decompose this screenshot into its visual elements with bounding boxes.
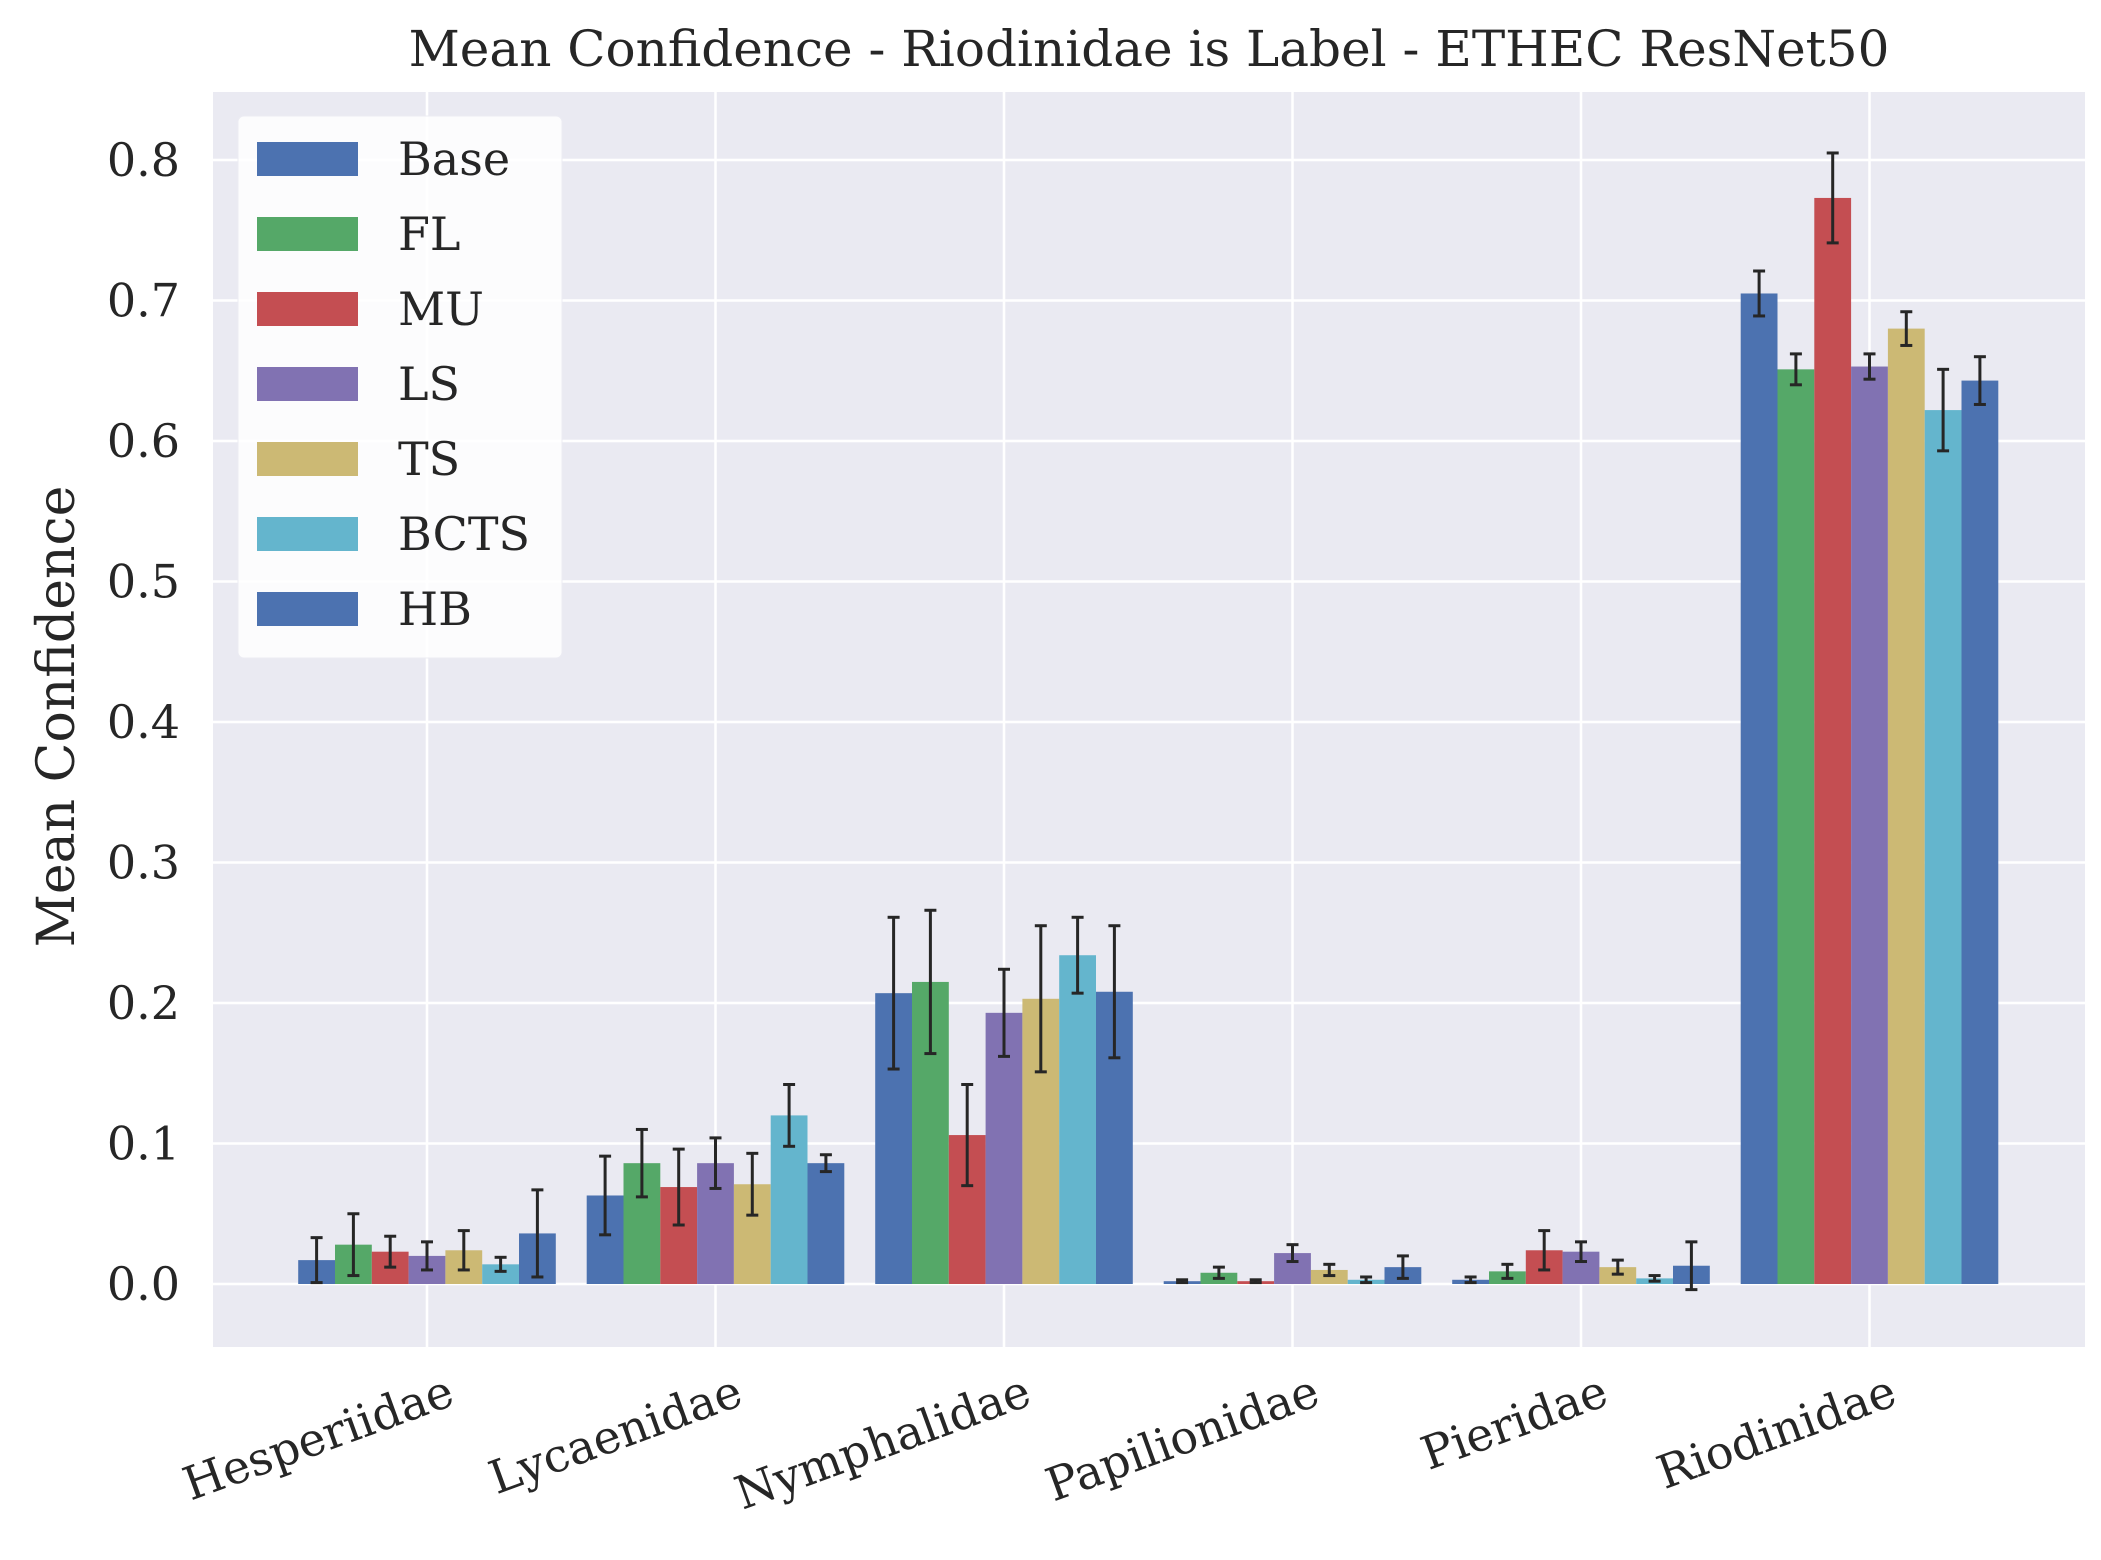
- error-bar: [819, 1153, 832, 1174]
- error-bar: [1071, 915, 1084, 995]
- x-tick-label: Papilionidae: [1039, 1364, 1326, 1513]
- bar-hb-lycaenidae: [807, 1163, 845, 1284]
- y-tick-labels: 0.0 0.1 0.2 0.3 0.4 0.5 0.6 0.7 0.8: [107, 133, 180, 1311]
- error-bar: [709, 1136, 722, 1190]
- bar-bcts-nymphalidae: [1059, 955, 1096, 1284]
- error-bar: [1648, 1274, 1661, 1283]
- error-bar: [887, 915, 900, 1071]
- error-bar: [384, 1234, 397, 1269]
- error-bar: [310, 1236, 323, 1285]
- bars: [298, 197, 1999, 1285]
- legend-label-ts: TS: [398, 432, 460, 486]
- y-tick-label: 0.7: [107, 274, 180, 328]
- y-axis-label: Mean Confidence: [27, 486, 87, 948]
- error-bar: [1396, 1254, 1409, 1280]
- error-bar: [746, 1151, 759, 1217]
- legend: Base FL MU LS TS BCTS HB: [237, 115, 563, 659]
- error-bar: [783, 1082, 796, 1148]
- legend-swatch-ls: [257, 367, 358, 401]
- error-bar: [1323, 1262, 1336, 1278]
- bar-fl-riodinidae: [1777, 369, 1815, 1285]
- x-tick-label: Pieridae: [1414, 1364, 1614, 1481]
- y-tick-label: 0.1: [107, 1117, 180, 1171]
- bar-mu-riodinidae: [1814, 197, 1852, 1284]
- y-tick-label: 0.5: [107, 555, 180, 609]
- y-tick-label: 0.2: [107, 976, 180, 1030]
- error-bar: [1611, 1258, 1624, 1276]
- error-bar: [1360, 1275, 1373, 1285]
- chart-title: Mean Confidence - Riodinidae is Label - …: [409, 20, 1890, 78]
- error-bar: [1176, 1278, 1189, 1285]
- bar-ls-riodinidae: [1851, 366, 1888, 1284]
- legend-label-fl: FL: [398, 207, 460, 261]
- error-bar: [1286, 1243, 1299, 1264]
- error-bar: [457, 1229, 470, 1272]
- error-bar: [1789, 352, 1802, 387]
- y-tick-label: 0.8: [107, 133, 180, 187]
- bar-base-riodinidae: [1740, 293, 1778, 1285]
- error-bar: [1937, 367, 1950, 453]
- error-bar: [347, 1212, 360, 1278]
- legend-label-mu: MU: [398, 282, 484, 336]
- x-tick-label: Lycaenidae: [482, 1364, 749, 1505]
- error-bar: [1538, 1229, 1551, 1272]
- legend-label-base: Base: [398, 132, 510, 186]
- error-bar: [1249, 1278, 1262, 1285]
- error-bar: [672, 1147, 685, 1227]
- error-bar: [1973, 355, 1986, 406]
- error-bars: [310, 151, 1986, 1292]
- error-bar: [494, 1255, 507, 1273]
- error-bar: [1685, 1240, 1698, 1292]
- x-tick-label: Riodinidae: [1650, 1364, 1903, 1500]
- error-bar: [1753, 269, 1766, 318]
- x-tick-label: Hesperiidae: [176, 1364, 461, 1512]
- error-bar: [961, 1082, 974, 1188]
- bar-bcts-riodinidae: [1924, 410, 1962, 1285]
- y-tick-label: 0.6: [107, 414, 180, 468]
- legend-swatch-mu: [257, 292, 358, 326]
- error-bar: [1501, 1262, 1514, 1280]
- y-tick-label: 0.0: [107, 1257, 180, 1311]
- legend-swatch-bcts: [257, 517, 358, 551]
- error-bar: [1863, 352, 1876, 381]
- legend-label-hb: HB: [398, 582, 472, 636]
- y-tick-label: 0.3: [107, 836, 180, 890]
- error-bar: [599, 1154, 612, 1237]
- bar-ts-riodinidae: [1887, 328, 1925, 1285]
- legend-swatch-fl: [257, 217, 358, 251]
- y-tick-label: 0.4: [107, 695, 180, 749]
- error-bar: [1108, 924, 1121, 1060]
- legend-label-ls: LS: [398, 357, 460, 411]
- legend-swatch-base: [257, 142, 358, 176]
- error-bar: [635, 1127, 648, 1199]
- legend-swatch-ts: [257, 442, 358, 476]
- error-bar: [531, 1188, 544, 1279]
- error-bar: [1900, 310, 1913, 347]
- bar-hb-riodinidae: [1961, 380, 1999, 1285]
- legend-swatch-hb: [257, 592, 358, 626]
- x-tick-label: Nymphalidae: [728, 1364, 1038, 1521]
- bar-bcts-hesperiidae: [482, 1264, 519, 1284]
- error-bar: [998, 967, 1010, 1058]
- error-bar: [1826, 151, 1839, 245]
- error-bar: [421, 1240, 433, 1272]
- error-bar: [1212, 1265, 1225, 1280]
- error-bar: [924, 908, 937, 1056]
- error-bar: [1464, 1275, 1477, 1285]
- error-bar: [1575, 1240, 1587, 1264]
- bar-ls-nymphalidae: [985, 1012, 1023, 1284]
- legend-label-bcts: BCTS: [398, 507, 530, 561]
- error-bar: [1034, 924, 1047, 1074]
